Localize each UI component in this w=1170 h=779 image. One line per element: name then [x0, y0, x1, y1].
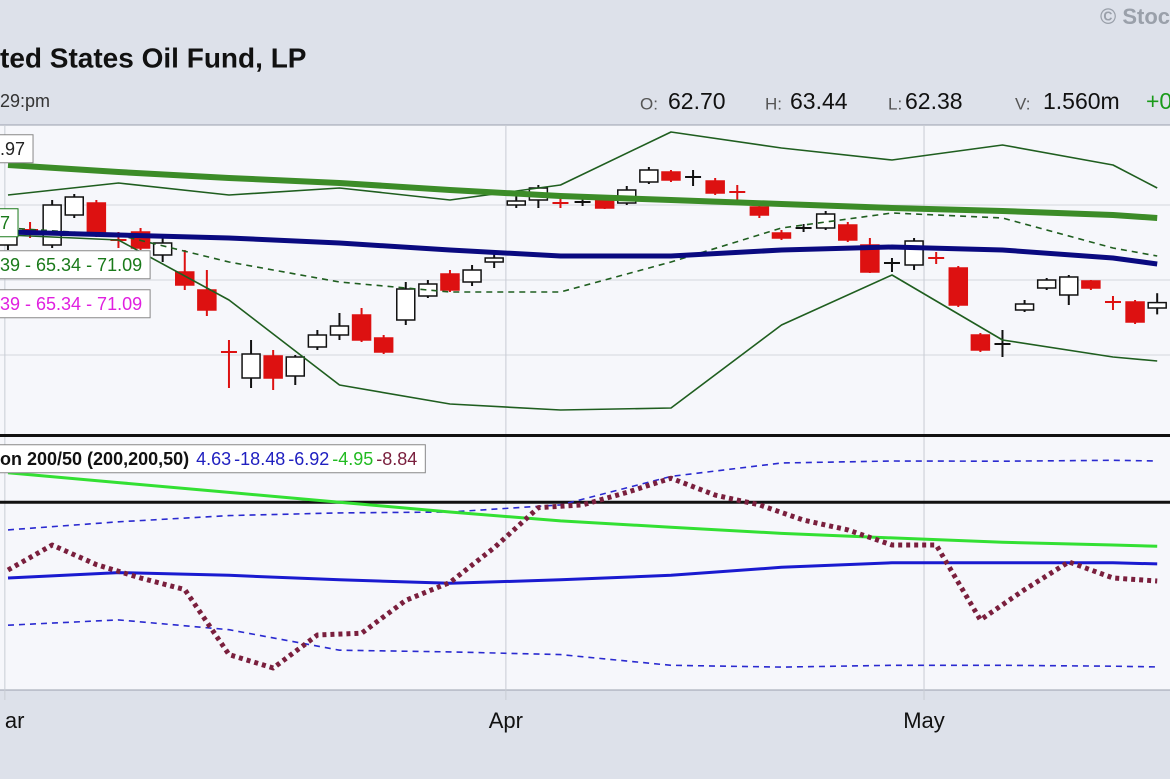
- quote-bar: O: 62.70 H: 63.44 L: 62.38 V: 1.560m +0: [640, 88, 1170, 114]
- candle-body: [771, 232, 792, 239]
- series-line: [7, 561, 1158, 585]
- candle-body: [1147, 301, 1167, 309]
- legend-box: [0, 134, 34, 164]
- quote-key: L:: [888, 94, 902, 113]
- legend-entry: .97: [0, 139, 25, 159]
- indicator-readout: -6.92: [288, 449, 329, 469]
- candle-body: [64, 196, 85, 216]
- candle-body: [705, 180, 725, 194]
- quote-key: V:: [1015, 94, 1030, 113]
- quote-value: 1.560m: [1043, 88, 1120, 114]
- legend-box: [0, 208, 19, 238]
- candle-body: [639, 169, 659, 183]
- indicator-panel: on 200/50 (200,200,50) 4.63 -18.48 -6.92 -4.…: [0, 444, 1170, 671]
- legend-entry: 7: [0, 213, 10, 233]
- candle-body: [1036, 279, 1057, 289]
- candle-body: [749, 206, 770, 216]
- candle-body: [928, 257, 945, 259]
- series-line: [7, 619, 1158, 668]
- legend-entry: 39 - 65.34 - 71.09: [0, 255, 142, 275]
- candle-body: [42, 204, 62, 246]
- candle-body: [948, 267, 969, 306]
- candle-body: [484, 257, 504, 263]
- candle-body: [418, 283, 438, 297]
- quote-key: O:: [640, 94, 658, 113]
- candle-body: [860, 244, 880, 273]
- price-panel: .97 7 39 - 65.34 - 71.09 39 - 65.34 - 71.09: [0, 131, 1167, 411]
- candle-body: [970, 334, 991, 351]
- timestamp: 29:pm: [0, 91, 50, 111]
- candle-body: [904, 240, 924, 266]
- candle-body: [329, 325, 350, 336]
- candle-body: [285, 356, 306, 377]
- series-line: [7, 162, 1158, 221]
- series-line: [7, 229, 1158, 267]
- series-line: [7, 131, 1158, 201]
- candle-body: [506, 200, 527, 206]
- quote-key: H:: [765, 94, 782, 113]
- x-tick-label: May: [903, 708, 945, 733]
- legend-entry: 39 - 65.34 - 71.09: [0, 294, 142, 314]
- candle-body: [307, 334, 328, 348]
- quote-value: 62.70: [668, 88, 726, 114]
- candle-body: [994, 343, 1011, 345]
- candle-body: [1059, 276, 1079, 296]
- indicator-name: on 200/50 (200,200,50): [0, 449, 189, 469]
- candle-body: [175, 271, 195, 286]
- candle-body: [1081, 280, 1101, 289]
- chart-title: ted States Oil Fund, LP: [0, 42, 306, 73]
- candle-body: [462, 269, 482, 283]
- candle-body: [396, 288, 416, 321]
- plot-background: [0, 125, 1170, 690]
- candle-body: [86, 202, 107, 234]
- candle-body: [440, 273, 460, 291]
- x-tick-label: Apr: [489, 708, 523, 733]
- candle-body: [838, 224, 858, 241]
- quote-value: 62.38: [905, 88, 963, 114]
- x-tick-label: ar: [5, 708, 25, 733]
- x-axis: ar Apr May: [4, 125, 945, 733]
- series-line: [6, 475, 1158, 671]
- candle-body: [152, 242, 173, 256]
- legend-box: [0, 289, 151, 319]
- candle-body: [574, 201, 591, 203]
- candle-body: [685, 176, 702, 178]
- legend-box: [0, 250, 151, 280]
- candle-body: [661, 171, 681, 181]
- indicator-readout: -18.48: [234, 449, 285, 469]
- candle-body: [594, 199, 615, 209]
- candle-body: [373, 337, 394, 353]
- candle-body: [263, 355, 283, 379]
- copyright: © Stoc: [1100, 4, 1170, 29]
- indicator-readout: -4.95: [332, 449, 373, 469]
- candle-body: [220, 351, 237, 353]
- candle-body: [1104, 301, 1121, 303]
- indicator-readout: 4.63: [196, 449, 231, 469]
- candle-body: [197, 289, 217, 311]
- series-line: [7, 459, 1158, 531]
- candle-body: [1014, 303, 1035, 311]
- candle-body: [351, 314, 372, 341]
- candle-body: [241, 353, 261, 379]
- candle-body: [1125, 301, 1145, 323]
- quote-value: 63.44: [790, 88, 848, 114]
- candle-body: [795, 227, 812, 229]
- quote-change: +0: [1146, 88, 1170, 114]
- series-line: [7, 471, 1158, 548]
- indicator-label-box: [0, 444, 426, 474]
- candle-body: [552, 202, 569, 204]
- candle-body: [729, 191, 746, 193]
- indicator-readout: -8.84: [376, 449, 417, 469]
- indicator-label: on 200/50 (200,200,50) 4.63 -18.48 -6.92 -4.…: [0, 449, 417, 469]
- series-line: [7, 234, 1158, 411]
- candle-body: [883, 262, 900, 264]
